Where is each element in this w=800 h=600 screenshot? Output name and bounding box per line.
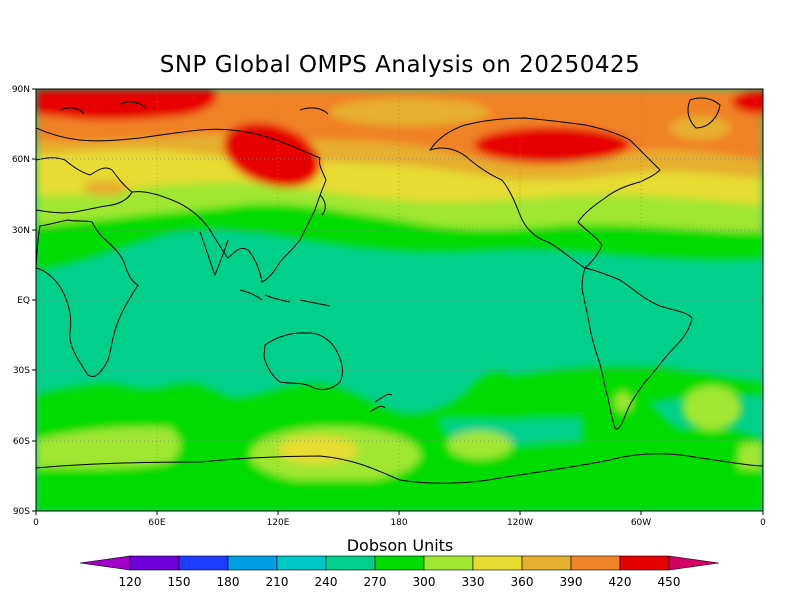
coast-antarctica xyxy=(36,453,763,484)
field-patch-20e xyxy=(83,180,127,196)
coast-south-america xyxy=(581,267,693,430)
coast-new-zealand xyxy=(369,393,393,413)
colorbar-label: 390 xyxy=(560,575,583,589)
coastlines xyxy=(36,97,763,484)
x-tick-label: 0 xyxy=(760,518,766,528)
field-sh-green-east xyxy=(500,367,763,411)
colorbar-swatch xyxy=(521,555,572,571)
field-max-canada xyxy=(474,127,630,163)
x-tick-label: 0 xyxy=(33,518,39,528)
colorbar-swatch xyxy=(227,555,278,571)
x-tick-label: 60W xyxy=(631,518,651,528)
coast-greenland xyxy=(687,97,721,129)
x-tick-label: 120W xyxy=(507,518,533,528)
x-tick-label: 120E xyxy=(267,518,290,528)
colorbar-label: 180 xyxy=(217,575,240,589)
colorbar-swatch xyxy=(178,555,229,571)
x-tick-label: 180 xyxy=(390,518,407,528)
coast-japan xyxy=(319,194,326,216)
colorbar-label: 450 xyxy=(658,575,681,589)
field-max-asia xyxy=(223,122,321,188)
field-sh-330-atlantic xyxy=(682,386,742,430)
coast-north-america xyxy=(429,117,661,269)
colorbar-swatch xyxy=(129,555,180,571)
colorbar-swatches xyxy=(79,555,720,571)
ozone-field xyxy=(36,89,763,511)
y-tick-label: 60S xyxy=(13,437,30,447)
coast-arctic-islands xyxy=(59,101,329,115)
field-patch-180 xyxy=(330,98,490,126)
field-sh-360-aus xyxy=(278,436,358,464)
y-tick-label: 90N xyxy=(12,85,30,95)
field-patagonia xyxy=(615,392,631,412)
colorbar-label: 120 xyxy=(119,575,142,589)
y-tick-label: EQ xyxy=(17,296,30,306)
colorbar-swatch xyxy=(374,555,425,571)
colorbar-swatch xyxy=(619,555,670,571)
y-tick-label: 90S xyxy=(13,507,30,517)
colorbar-swatch xyxy=(570,555,621,571)
y-tick-label: 30N xyxy=(12,226,30,236)
colorbar-swatch xyxy=(276,555,327,571)
colorbar-label: 420 xyxy=(609,575,632,589)
colorbar-label: 210 xyxy=(266,575,289,589)
colorbar-swatch xyxy=(423,555,474,571)
map-title: SNP Global OMPS Analysis on 20250425 xyxy=(159,52,641,78)
colorbar-label: 150 xyxy=(168,575,191,589)
colorbar-label: 240 xyxy=(315,575,338,589)
colorbar-label: 360 xyxy=(511,575,534,589)
coast-africa xyxy=(36,219,139,377)
coast-india xyxy=(199,231,229,276)
colorbar-label: 330 xyxy=(462,575,485,589)
colorbar-labels: 120 150 180 210 240 270 300 330 360 390 420 450 xyxy=(119,575,681,589)
colorbar-arrow-high xyxy=(668,555,720,571)
colorbar-arrow-low xyxy=(79,555,131,571)
field-max-greenland xyxy=(732,90,763,114)
field-max-arctic xyxy=(36,89,217,121)
x-tick-label: 60E xyxy=(148,518,165,528)
field-sh-330-west xyxy=(36,427,180,469)
coast-europe xyxy=(36,157,133,214)
field-sh-330-east xyxy=(738,442,763,470)
colorbar-title: Dobson Units xyxy=(346,536,454,555)
y-tick-label: 30S xyxy=(13,366,30,376)
coast-australia xyxy=(263,332,343,390)
colorbar-label: 300 xyxy=(413,575,436,589)
tick-marks xyxy=(32,88,764,515)
coast-asia xyxy=(36,127,327,283)
field-sh-330-pacific xyxy=(448,431,512,459)
y-tick-label: 60N xyxy=(12,155,30,165)
coast-indonesia xyxy=(239,289,331,307)
colorbar-label: 270 xyxy=(364,575,387,589)
colorbar-swatch xyxy=(472,555,523,571)
colorbar-swatch xyxy=(325,555,376,571)
